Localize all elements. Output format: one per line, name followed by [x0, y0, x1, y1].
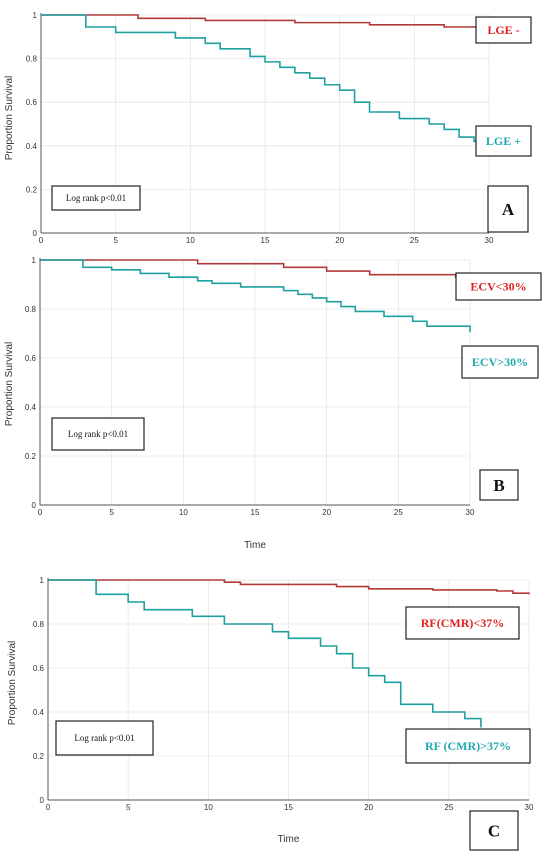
logrank-box	[55, 720, 154, 756]
x-tick-label: 0	[46, 803, 51, 812]
panel-letter: C	[488, 822, 500, 841]
x-tick-label: 5	[113, 236, 118, 245]
survival-curve-low-risk	[41, 14, 490, 29]
x-axis-label: Time	[278, 834, 300, 845]
x-tick-label: 20	[335, 236, 344, 245]
x-tick-label: 25	[410, 236, 419, 245]
panel-letter: B	[493, 476, 504, 495]
y-tick-label: 1	[40, 576, 45, 585]
y-axis-label: Proportion Survival	[7, 641, 18, 725]
x-tick-label: 30	[525, 803, 534, 812]
y-tick-label: 1	[33, 11, 38, 20]
y-axis-label: Proportion Survival	[4, 76, 15, 160]
legend-label: RF(CMR)<37%	[421, 616, 504, 630]
x-tick-label: 30	[466, 508, 475, 517]
x-tick-label: 15	[284, 803, 293, 812]
y-axis-label: Proportion Survival	[4, 342, 15, 426]
logrank-box	[51, 185, 141, 211]
logrank-annotation: Log rank p<0.01	[68, 429, 128, 439]
x-tick-label: 30	[485, 236, 494, 245]
survival-curve-high-risk	[40, 259, 471, 333]
y-tick-label: 0.2	[26, 185, 38, 194]
y-tick-label: 0.6	[25, 354, 37, 363]
chart-panel-a: 0 5 10 15 20 25 30 0 0.2 0.4 0.6 0.8 1 Proportion Sur…	[4, 11, 532, 245]
y-tick-label: 0.8	[25, 305, 37, 314]
y-tick-label: 0	[40, 796, 45, 805]
panel-letter-box	[479, 469, 519, 501]
y-tick-label: 0.6	[26, 98, 38, 107]
x-tick-label: 15	[261, 236, 270, 245]
y-tick-label: 0.8	[33, 620, 45, 629]
x-axis-label: Time	[244, 540, 266, 551]
legend-label: ECV<30%	[470, 280, 526, 294]
chart-panel-b: 0 5 10 15 20 25 30 0 0.2 0.4 0.6 0.8 1 Proportion Sur…	[4, 256, 542, 551]
x-tick-label: 10	[204, 803, 213, 812]
legend-box	[461, 345, 539, 379]
legend-box	[475, 16, 532, 44]
survival-curve-low-risk	[48, 579, 530, 595]
legend-label: LGE -	[487, 23, 519, 37]
y-tick-label: 0.2	[33, 752, 45, 761]
chart-panel-c: 0 5 10 15 20 25 30 0 0.2 0.4 0.6 0.8 1 Proportion Sur…	[7, 576, 534, 851]
x-tick-label: 25	[444, 803, 453, 812]
x-tick-label: 10	[186, 236, 195, 245]
legend-box	[475, 125, 532, 157]
legend-label: LGE +	[486, 134, 521, 148]
y-tick-label: 0.4	[26, 142, 38, 151]
x-tick-label: 25	[394, 508, 403, 517]
x-tick-label: 0	[38, 508, 43, 517]
y-tick-label: 0	[33, 229, 38, 238]
logrank-annotation: Log rank p<0.01	[74, 733, 134, 743]
x-tick-label: 10	[179, 508, 188, 517]
legend-label: RF (CMR)>37%	[425, 739, 511, 753]
x-tick-label: 20	[364, 803, 373, 812]
survival-curve-high-risk	[41, 14, 490, 144]
x-tick-label: 15	[251, 508, 260, 517]
legend-label: ECV>30%	[472, 355, 528, 369]
panel-letter-box	[487, 185, 529, 233]
y-tick-label: 0.4	[33, 708, 45, 717]
y-tick-label: 1	[32, 256, 37, 265]
x-tick-label: 0	[39, 236, 44, 245]
y-tick-label: 0.4	[25, 403, 37, 412]
y-tick-label: 0	[32, 501, 37, 510]
panel-letter-box	[469, 810, 519, 851]
x-tick-label: 5	[126, 803, 131, 812]
y-tick-label: 0.8	[26, 55, 38, 64]
x-tick-label: 20	[322, 508, 331, 517]
logrank-box	[51, 417, 145, 451]
legend-box	[405, 606, 520, 640]
survival-curve-high-risk	[48, 579, 482, 728]
x-tick-label: 5	[109, 508, 114, 517]
y-tick-label: 0.2	[25, 452, 37, 461]
legend-box	[455, 272, 542, 301]
panel-letter: A	[502, 200, 515, 219]
logrank-annotation: Log rank p<0.01	[66, 193, 126, 203]
y-tick-label: 0.6	[33, 664, 45, 673]
legend-box	[405, 728, 531, 764]
